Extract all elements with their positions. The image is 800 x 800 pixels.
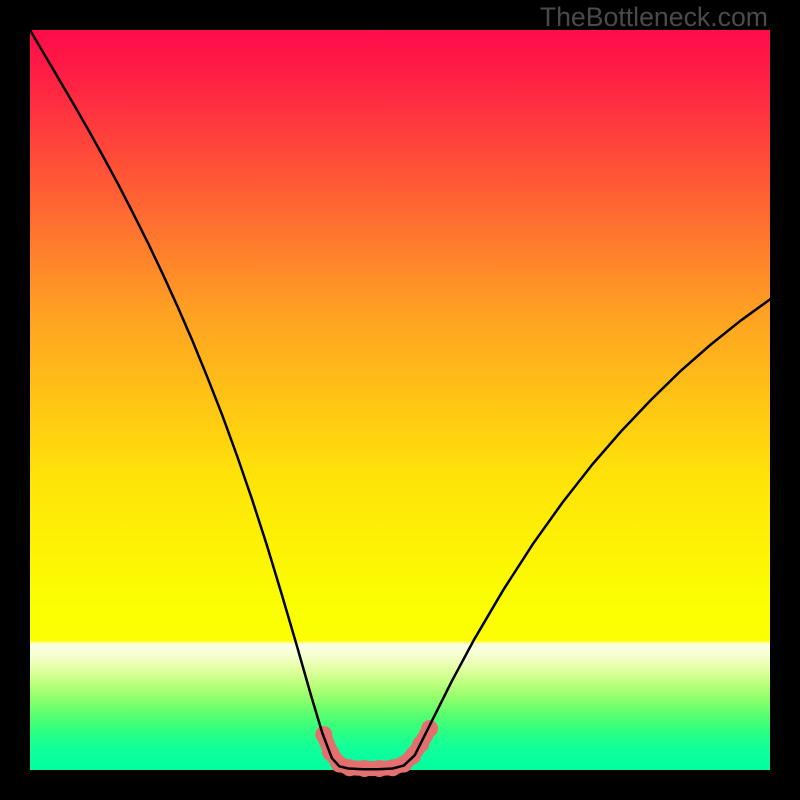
chart-stage: TheBottleneck.com	[0, 0, 800, 800]
border-right	[770, 0, 800, 800]
watermark-label: TheBottleneck.com	[540, 2, 768, 33]
marker-dot	[421, 720, 438, 737]
bottleneck-plot	[30, 30, 770, 770]
border-bottom	[0, 770, 800, 800]
border-left	[0, 0, 30, 800]
plot-svg	[30, 30, 770, 770]
bottleneck-curve	[30, 30, 770, 769]
